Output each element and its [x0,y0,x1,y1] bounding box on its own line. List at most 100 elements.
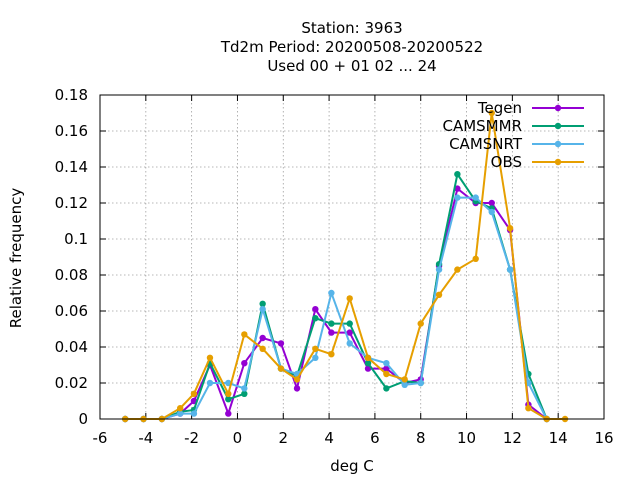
data-point-obs [383,370,390,378]
data-point-camsnrt [241,385,248,392]
series-camsnrt [122,194,550,423]
y-tick-label: 0.14 [55,158,88,176]
legend-label-camsnrt: CAMSNRT [449,135,523,153]
plot-border [99,94,605,420]
legend-marker-camsnrt [554,140,562,148]
data-point-camsnrt [176,410,184,417]
x-axis-label: deg C [330,457,374,475]
data-point-camsnrt [435,266,443,273]
x-tick-label: -6 [93,429,108,447]
data-point-camsmmr [454,171,461,178]
legend-label-camsmmr: CAMSMMR [442,117,522,135]
data-point-camsmmr [259,300,266,307]
legend-marker-obs [554,158,562,166]
x-tick-label: 10 [457,429,476,447]
data-point-camsnrt [312,354,319,361]
data-point-tegen [277,340,285,347]
data-point-tegen [383,365,390,372]
legend-marker-camsmmr [554,122,562,130]
data-point-tegen [488,199,495,207]
data-point-obs [506,225,514,232]
data-point-camsmmr [312,315,319,322]
data-point-camsmmr [383,385,390,392]
x-tick-label: 6 [370,429,380,447]
y-tick-label: 0.1 [64,230,88,248]
data-point-camsnrt [383,360,390,367]
data-point-tegen [259,334,266,342]
series-camsmmr [122,171,550,423]
series-obs [122,109,569,423]
chart-title: Station: 3963 Td2m Period: 20200508-2020… [220,19,483,75]
data-point-obs [364,354,372,361]
data-point-camsnrt [488,208,495,216]
legend-label-tegen: Tegen [477,99,522,117]
data-point-obs [328,351,335,358]
data-point-camsmmr [241,390,248,397]
series-line-camsnrt [125,196,548,420]
data-point-obs [190,390,198,397]
x-tick-label: -4 [138,429,153,447]
x-axis-ticks: -6 -4 -2 0 2 4 6 8 10 12 14 16 [93,95,614,447]
x-tick-label: 12 [503,429,522,447]
title-line-period: Td2m Period: 20200508-20200522 [220,38,483,56]
data-point-obs [293,376,301,383]
data-point-tegen [293,385,301,392]
data-point-camsnrt [472,194,479,201]
y-tick-label: 0.08 [55,266,88,284]
x-tick-label: 4 [324,429,334,447]
data-point-obs [417,320,424,327]
data-point-tegen [241,360,248,367]
x-tick-label: 14 [549,429,568,447]
data-point-camsmmr [225,396,232,403]
data-point-obs [346,295,353,302]
y-axis-label: Relative frequency [7,188,25,329]
data-point-camsmmr [364,360,372,367]
data-point-camsnrt [206,379,214,387]
title-line-station: Station: 3963 [301,19,402,37]
data-point-obs [472,255,479,262]
title-line-used: Used 00 + 01 02 ... 24 [267,57,436,75]
x-tick-label: 2 [278,429,288,447]
data-point-camsnrt [401,381,408,388]
data-point-tegen [312,306,319,313]
data-point-camsnrt [454,194,461,201]
data-point-obs [454,266,461,273]
data-point-tegen [225,410,232,417]
data-point-obs [488,109,495,117]
data-point-obs [435,291,443,298]
data-point-tegen [346,329,353,336]
y-tick-label: 0.12 [55,194,88,212]
data-point-camsnrt [346,340,353,347]
x-tick-label: -2 [184,429,199,447]
data-point-obs [176,405,184,412]
grid [100,95,604,419]
data-point-camsnrt [328,289,335,297]
data-point-obs [259,345,266,352]
y-tick-label: 0.16 [55,122,88,140]
y-tick-label: 0.06 [55,302,88,320]
y-tick-label: 0.18 [55,86,88,104]
data-point-obs [241,331,248,338]
data-point-obs [401,376,408,383]
data-point-camsmmr [328,320,335,327]
x-tick-label: 8 [416,429,426,447]
data-point-obs [206,354,214,361]
data-point-camsnrt [506,266,514,273]
y-axis-ticks: 0 0.02 0.04 0.06 0.08 0.1 0.12 0.14 0.16 0.18 [55,86,604,428]
x-tick-label: 16 [594,429,613,447]
legend-marker-tegen [554,104,562,112]
data-point-obs [225,390,232,397]
y-tick-label: 0.02 [55,374,88,392]
data-point-camsmmr [346,320,353,327]
series-line-camsmmr [125,171,548,420]
x-tick-label: 0 [233,429,243,447]
data-point-obs [277,365,285,372]
data-point-tegen [328,329,335,336]
legend-label-obs: OBS [491,153,522,171]
data-point-camsnrt [417,379,424,387]
data-point-camsnrt [259,306,266,313]
data-point-obs [525,405,532,412]
y-tick-label: 0.04 [55,338,88,356]
